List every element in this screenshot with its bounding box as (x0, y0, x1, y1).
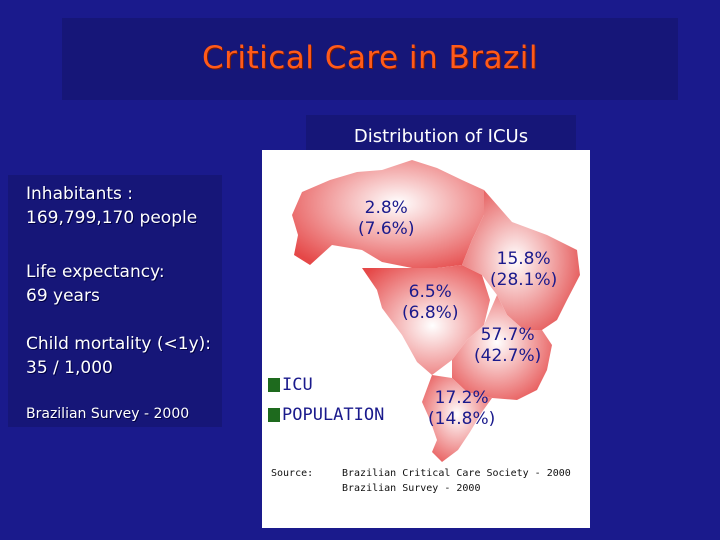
north-population-value: (7.6%) (358, 219, 415, 239)
north-icu-value: 2.8% (364, 198, 408, 218)
south-population-value: (14.8%) (428, 409, 496, 429)
child-mortality-label: Child mortality (<1y): (26, 334, 212, 354)
region-southeast-label: 57.7% (42.7%) (474, 325, 541, 367)
region-north-label: 2.8% (7.6%) (358, 198, 414, 240)
inhabitants-label: Inhabitants : (26, 184, 134, 204)
region-northeast-shape (462, 190, 580, 330)
south-icu-value: 17.2% (434, 388, 489, 408)
region-northeast-label: 15.8% (28.1%) (490, 249, 557, 291)
southeast-population-value: (42.7%) (474, 346, 542, 366)
region-south-label: 17.2% (14.8%) (428, 388, 495, 430)
life-expectancy-value: 69 years (26, 286, 100, 306)
region-centerwest-label: 6.5% (6.8%) (402, 282, 458, 324)
centerwest-population-value: (6.8%) (402, 303, 459, 323)
page-title: Critical Care in Brazil (201, 40, 539, 76)
region-centerwest-shape (362, 265, 490, 375)
map-header: Distribution of ICUs (306, 115, 576, 153)
northeast-population-value: (28.1%) (490, 270, 558, 290)
region-south-shape (422, 375, 492, 462)
legend-icu: ICU (268, 375, 313, 395)
life-expectancy-label: Life expectancy: (26, 262, 165, 282)
inhabitants-value: 169,799,170 people (26, 208, 198, 228)
source-label: Source: (271, 468, 314, 479)
survey-note: Brazilian Survey - 2000 (26, 406, 190, 422)
source-line-2: Brazilian Survey - 2000 (342, 483, 481, 494)
centerwest-icu-value: 6.5% (408, 282, 452, 302)
legend-population-swatch (268, 408, 280, 422)
northeast-icu-value: 15.8% (496, 249, 551, 269)
info-box: Inhabitants : 169,799,170 people Life ex… (8, 175, 222, 427)
southeast-icu-value: 57.7% (480, 325, 535, 345)
region-north-shape (292, 160, 484, 268)
region-southeast-shape (452, 295, 552, 400)
map-panel: 2.8% (7.6%) 15.8% (28.1%) 6.5% (6.8%) 57… (262, 150, 590, 528)
title-box: Critical Care in Brazil (62, 18, 678, 100)
legend-population-text: POPULATION (282, 405, 385, 425)
brazil-map (292, 160, 580, 462)
legend-population: POPULATION (268, 405, 384, 425)
child-mortality-value: 35 / 1,000 (26, 358, 113, 378)
legend-icu-swatch (268, 378, 280, 392)
source-line-1: Brazilian Critical Care Society - 2000 (342, 468, 571, 479)
legend-icu-text: ICU (282, 375, 313, 395)
